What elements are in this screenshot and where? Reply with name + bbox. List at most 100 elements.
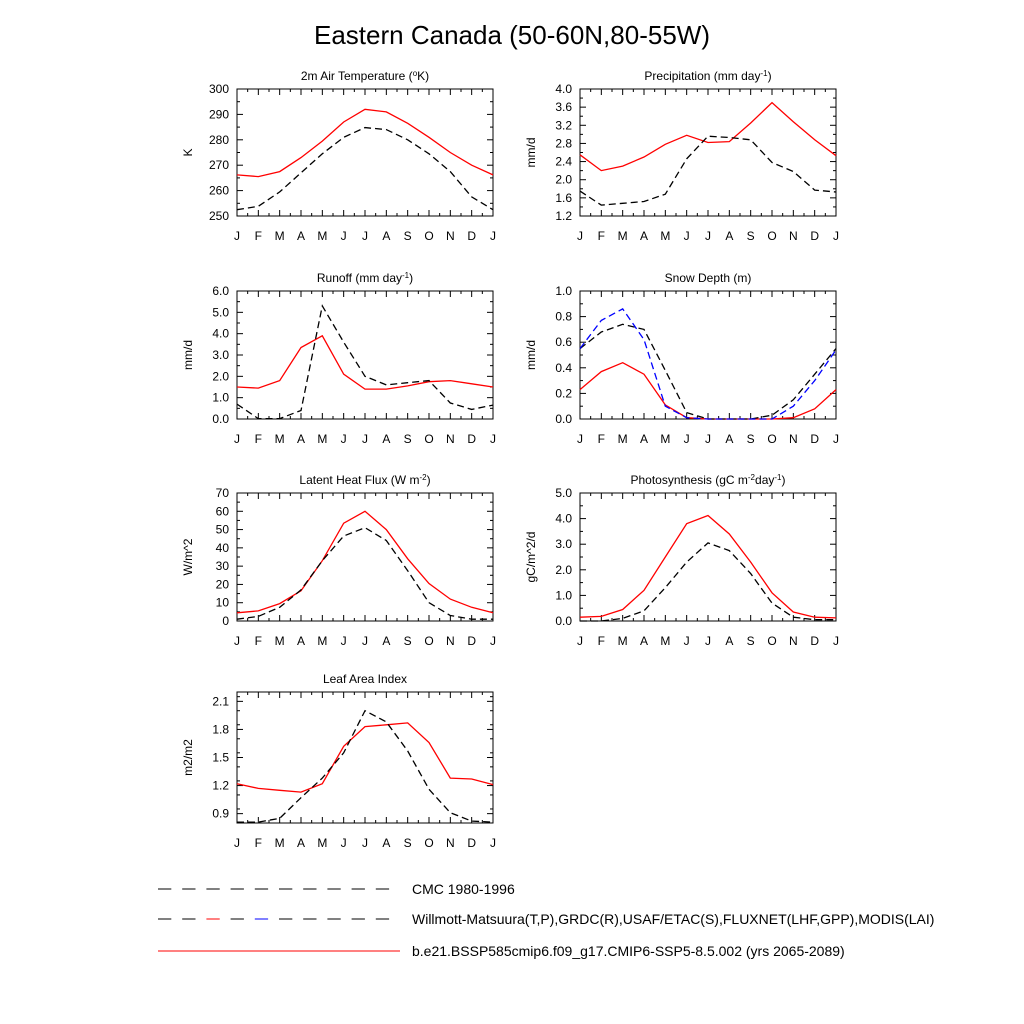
panel-title: 2m Air Temperature (oK) bbox=[301, 69, 429, 84]
x-tick-label: A bbox=[382, 836, 390, 850]
legend-item: CMC 1980-1996 bbox=[158, 881, 515, 897]
plot-frame bbox=[236, 492, 494, 622]
y-tick-label: 300 bbox=[209, 82, 229, 96]
x-tick-label: J bbox=[234, 836, 240, 850]
y-tick-label: 2.0 bbox=[212, 369, 229, 383]
x-tick-label: M bbox=[275, 634, 285, 648]
y-tick-label: 0.6 bbox=[555, 335, 572, 349]
series-line bbox=[579, 101, 837, 172]
x-tick-label: F bbox=[255, 229, 262, 243]
x-tick-label: J bbox=[234, 432, 240, 446]
x-tick-label: J bbox=[833, 229, 839, 243]
y-tick-label: 1.6 bbox=[555, 191, 572, 205]
y-tick-label: 280 bbox=[209, 133, 229, 147]
y-tick-label: 0.2 bbox=[555, 386, 572, 400]
x-tick-label: O bbox=[424, 836, 433, 850]
y-tick-label: 70 bbox=[216, 486, 230, 500]
x-tick-label: O bbox=[767, 229, 776, 243]
panel-title-part: ) bbox=[768, 69, 772, 83]
x-tick-label: F bbox=[598, 229, 605, 243]
x-tick-label: M bbox=[275, 229, 285, 243]
y-axis-label: gC/m^2/d bbox=[524, 532, 538, 583]
series-line-dashed bbox=[236, 526, 493, 620]
x-tick-label: J bbox=[684, 229, 690, 243]
panel-title-part: K) bbox=[417, 69, 429, 83]
x-tick-label: N bbox=[789, 229, 798, 243]
x-tick-label: S bbox=[404, 229, 412, 243]
panel-title-part: Leaf Area Index bbox=[323, 672, 407, 686]
panel-title-part: -2 bbox=[419, 473, 427, 482]
plot-frame bbox=[236, 88, 494, 217]
y-axis-label: mm/d bbox=[181, 340, 195, 370]
chart-panel: Precipitation (mm day-1)J F M A M J J A S O N D J1.2… bbox=[524, 69, 839, 244]
x-tick-label: J bbox=[577, 229, 583, 243]
series-line-dashed bbox=[236, 304, 494, 420]
legend-label: CMC 1980-1996 bbox=[412, 881, 515, 897]
x-tick-label: M bbox=[317, 229, 327, 243]
y-tick-label: 60 bbox=[216, 504, 230, 518]
x-tick-label: J bbox=[705, 634, 711, 648]
panel-title-part: Runoff (mm day bbox=[317, 271, 402, 285]
x-tick-label: M bbox=[317, 432, 327, 446]
x-tick-label: J bbox=[705, 432, 711, 446]
plot-frame bbox=[236, 290, 494, 420]
y-tick-label: 3.0 bbox=[212, 348, 229, 362]
x-tick-label: N bbox=[446, 432, 455, 446]
x-tick-label: J bbox=[490, 229, 496, 243]
y-tick-label: 50 bbox=[216, 523, 230, 537]
y-axis-label: m2/m2 bbox=[181, 739, 195, 776]
panel-title: Photosynthesis (gC m-2day-1) bbox=[631, 473, 786, 488]
x-tick-label: J bbox=[490, 836, 496, 850]
y-tick-label: 1.2 bbox=[212, 779, 229, 793]
x-tick-label: J bbox=[490, 634, 496, 648]
x-tick-label: A bbox=[382, 229, 390, 243]
x-tick-label: M bbox=[660, 432, 670, 446]
x-tick-label: M bbox=[317, 634, 327, 648]
x-tick-label: J bbox=[341, 229, 347, 243]
y-tick-label: 0 bbox=[222, 614, 229, 628]
panel-title-part: -2 bbox=[748, 473, 756, 482]
y-tick-label: 260 bbox=[209, 184, 229, 198]
y-tick-label: 10 bbox=[216, 596, 230, 610]
y-tick-label: 20 bbox=[216, 577, 230, 591]
chart-panel: Runoff (mm day-1)J F M A M J J A S O N D J0.01.02.03… bbox=[181, 271, 496, 447]
y-tick-label: 30 bbox=[216, 559, 230, 573]
y-tick-label: 2.1 bbox=[212, 694, 229, 708]
panel-title-part: ) bbox=[427, 473, 431, 487]
y-axis-label: mm/d bbox=[524, 138, 538, 168]
series-line-dashed bbox=[236, 126, 494, 211]
x-tick-label: J bbox=[341, 432, 347, 446]
x-tick-label: A bbox=[640, 634, 648, 648]
panel-title: Latent Heat Flux (W m-2) bbox=[299, 473, 430, 488]
series-line bbox=[236, 510, 494, 614]
x-tick-label: A bbox=[725, 634, 733, 648]
panel-title-part: -1 bbox=[774, 473, 782, 482]
y-tick-label: 1.2 bbox=[555, 209, 572, 223]
y-tick-label: 4.0 bbox=[555, 512, 572, 526]
x-tick-label: J bbox=[362, 836, 368, 850]
x-tick-label: S bbox=[747, 229, 755, 243]
y-tick-label: 1.5 bbox=[212, 751, 229, 765]
y-tick-label: 270 bbox=[209, 158, 229, 172]
series-line bbox=[236, 108, 494, 178]
series-line bbox=[579, 514, 837, 619]
x-tick-label: S bbox=[404, 634, 412, 648]
y-tick-label: 1.0 bbox=[212, 391, 229, 405]
y-tick-label: 0.4 bbox=[555, 361, 572, 375]
x-tick-label: S bbox=[747, 432, 755, 446]
x-tick-label: A bbox=[725, 432, 733, 446]
x-tick-label: S bbox=[747, 634, 755, 648]
y-tick-label: 2.4 bbox=[555, 155, 572, 169]
series-line-dashed bbox=[579, 135, 837, 206]
y-tick-label: 1.0 bbox=[555, 588, 572, 602]
x-tick-label: F bbox=[255, 836, 262, 850]
x-tick-label: M bbox=[275, 836, 285, 850]
panel-title-part: day bbox=[755, 473, 774, 487]
x-tick-label: J bbox=[341, 634, 347, 648]
x-tick-label: D bbox=[467, 836, 476, 850]
x-tick-label: D bbox=[810, 229, 819, 243]
x-tick-label: N bbox=[789, 634, 798, 648]
x-tick-label: J bbox=[341, 836, 347, 850]
x-tick-label: J bbox=[490, 432, 496, 446]
